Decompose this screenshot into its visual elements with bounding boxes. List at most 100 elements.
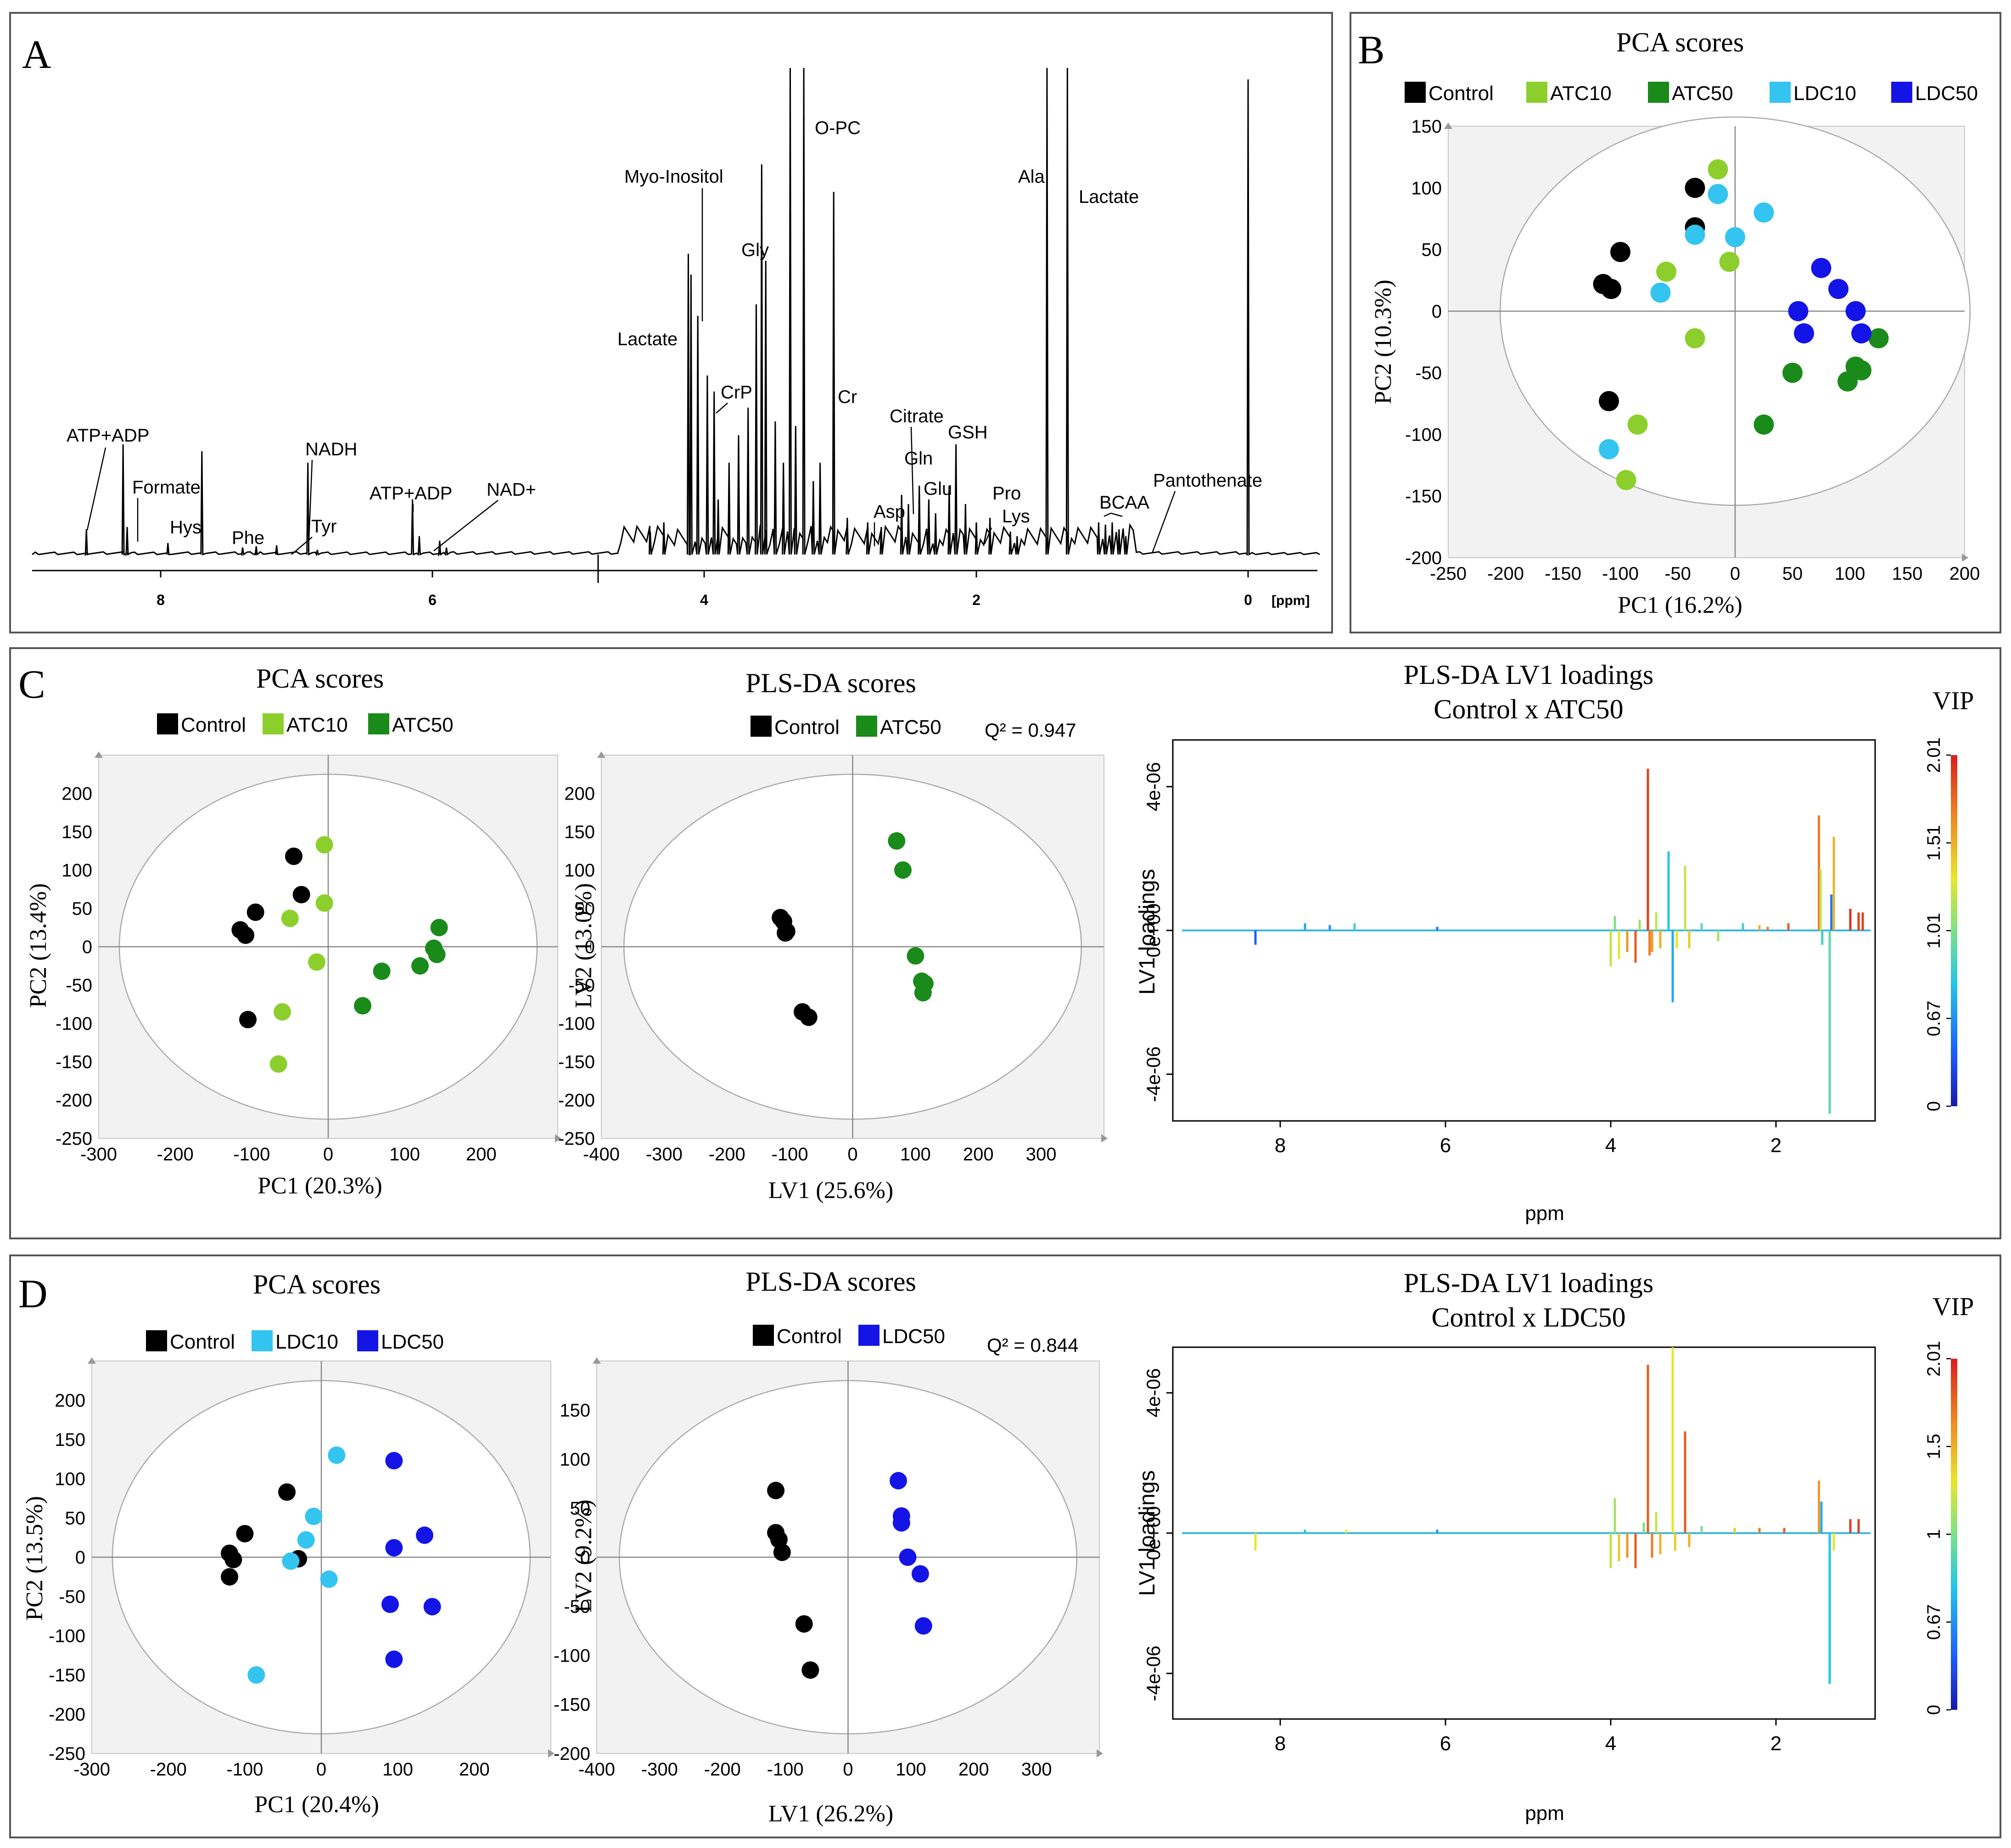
data-point-atc50 [907, 947, 924, 965]
data-point-atc50 [1868, 328, 1889, 348]
x-tick-label: -300 [80, 1144, 117, 1165]
legend-swatch [1405, 82, 1426, 103]
x-axis-label: LV1 (25.6%) [768, 1177, 894, 1204]
x-axis-label: PC1 (20.3%) [258, 1173, 382, 1199]
legend-swatch [1891, 82, 1912, 103]
colorbar-title: VIP [1933, 687, 1974, 715]
x-tick-label: 200 [1949, 564, 1980, 584]
data-point-control [292, 885, 310, 903]
legend-label: ATC50 [1672, 82, 1733, 105]
x-tick-label: 8 [1275, 1134, 1286, 1157]
x-tick-label: 50 [1782, 564, 1803, 584]
x-tick-label: 6 [1440, 1732, 1451, 1755]
x-tick-label: 100 [382, 1759, 413, 1780]
peak-label-atp-adp-2: ATP+ADP [370, 483, 452, 504]
data-point-atc10 [1719, 252, 1740, 272]
panel-label-c: C [18, 662, 45, 707]
data-point-atc10 [1656, 261, 1676, 282]
legend-swatch [856, 716, 877, 737]
y-tick-label: -200 [56, 1091, 92, 1111]
y-tick-label: -200 [49, 1705, 85, 1725]
scatter-plot-b: -250 -200 -150 -100 -50 0 50 100 150 200150100500… [1370, 27, 1980, 618]
vip-colorbar [1951, 755, 1957, 1106]
scatter-plot-c1: -300 -200 -100 0 100 200 200 150 100 50 0 -50 -100 -1… [25, 663, 561, 1199]
peak-label-formate: Formate [132, 477, 201, 498]
x-axis-label: PC1 (16.2%) [1618, 592, 1742, 618]
x-tick-label: 150 [1892, 564, 1923, 584]
peak-label-hys: Hys [170, 517, 202, 538]
y-tick-label: -50 [564, 1596, 590, 1617]
data-point-control [246, 903, 264, 921]
data-point-control [285, 847, 302, 865]
scatter-plot-d2: -400 -300 -200 -100 0 100 200 300 150 100 50 0 -50 -1… [554, 1266, 1103, 1827]
y-tick-label: -50 [66, 975, 92, 996]
legend-swatch [753, 1325, 774, 1346]
panel-label-b: B [1358, 28, 1385, 73]
data-point-ldc50 [892, 1514, 910, 1532]
chart-title: PCA scores [253, 1269, 381, 1299]
panel-label-a: A [22, 33, 51, 77]
y-tick-label: -100 [49, 1626, 85, 1646]
y-axis-arrow [593, 1357, 601, 1364]
data-point-ldc50 [416, 1526, 433, 1544]
data-point-atc10 [281, 909, 299, 927]
y-tick-label: 100 [62, 861, 92, 881]
data-point-ldc10 [1650, 282, 1671, 303]
peak-label-pantothenate: Pantothenate [1153, 470, 1262, 491]
y-tick-label: 50 [570, 1499, 591, 1519]
spectrum-tick-label: 6 [428, 592, 437, 608]
data-point-ldc10 [282, 1552, 300, 1570]
y-axis-arrow [95, 751, 103, 758]
spectrum-ticks [160, 571, 1249, 577]
y-tick-label: 0 [580, 1548, 590, 1568]
data-point-control [773, 1543, 791, 1561]
y-tick-label: -150 [49, 1665, 85, 1686]
y-axis-label: PC2 (10.3%) [1370, 280, 1396, 404]
y-tick-label: -200 [558, 1091, 595, 1111]
y-tick-label: -250 [56, 1129, 92, 1149]
data-point-ldc10 [320, 1570, 338, 1588]
y-tick-label: 100 [560, 1450, 590, 1470]
data-point-ldc50 [385, 1650, 403, 1668]
data-point-ldc50 [1811, 258, 1832, 278]
y-tick-label: 0e+00 [1143, 903, 1164, 958]
y-tick-label: 0e+00 [1143, 1506, 1164, 1560]
vip-colorbar [1951, 1359, 1957, 1710]
colorbar-tick-label: 0 [1924, 1101, 1944, 1111]
q2-annotation: Q² = 0.947 [985, 719, 1076, 741]
legend-label: LDC50 [381, 1331, 444, 1353]
x-tick-label: 100 [896, 1759, 926, 1780]
x-tick-label: 300 [1026, 1144, 1057, 1165]
peak-label-lys: Lys [1002, 506, 1030, 526]
legend-label: LDC50 [882, 1325, 945, 1348]
y-tick-label: -200 [1405, 548, 1442, 568]
y-tick-label: -4e-06 [1143, 1646, 1164, 1701]
colorbar-tick-label: 2.01 [1924, 737, 1944, 773]
chart-subtitle: Control x LDC50 [1431, 1302, 1625, 1333]
data-point-control [278, 1483, 296, 1501]
peak-label-tyr: Tyr [311, 516, 337, 537]
legend-swatch [252, 1330, 273, 1351]
data-point-ldc10 [297, 1531, 315, 1549]
charts: -250 -200 -150 -100 -50 0 50 100 150 200150100500… [22, 27, 1980, 1827]
data-point-ldc50 [899, 1548, 917, 1566]
y-tick-label: 150 [62, 822, 92, 842]
y-tick-label: 100 [1411, 178, 1442, 198]
y-tick-label: 100 [564, 861, 595, 881]
peak-label-citrate: Citrate [890, 406, 944, 426]
y-tick-label: -250 [558, 1129, 595, 1149]
legend-swatch [1770, 82, 1791, 103]
x-tick-label: 0 [843, 1759, 853, 1780]
data-point-ldc10 [1725, 227, 1745, 247]
peak-label-myo-inositol: Myo-Inositol [624, 167, 723, 187]
data-point-ldc50 [1851, 323, 1871, 344]
panel-c-frame [9, 647, 2001, 1239]
x-tick-label: 2 [1770, 1134, 1781, 1157]
x-axis-label: ppm [1525, 1802, 1564, 1825]
y-axis-arrow [88, 1357, 96, 1364]
data-point-control [777, 924, 795, 942]
colorbar-tick-label: 2.01 [1924, 1341, 1944, 1377]
peak-label-bcaa: BCAA [1099, 493, 1149, 513]
data-point-atc10 [315, 836, 333, 854]
